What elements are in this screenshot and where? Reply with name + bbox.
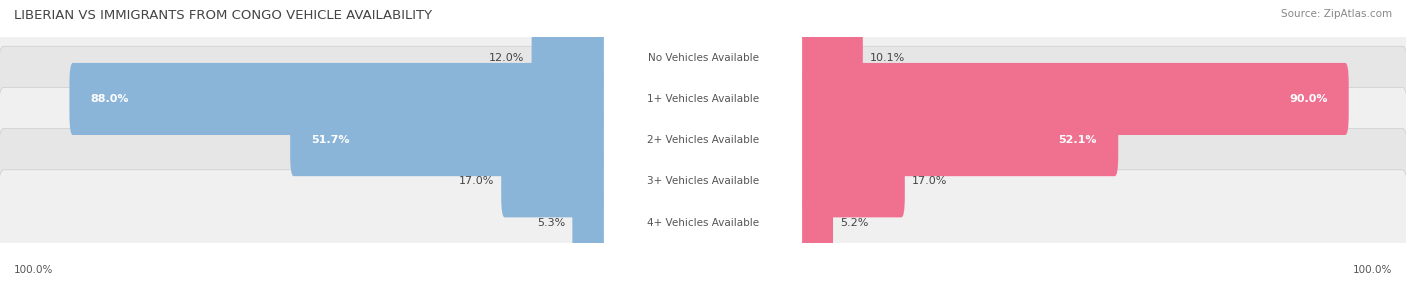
FancyBboxPatch shape <box>794 63 1348 135</box>
FancyBboxPatch shape <box>0 5 1406 110</box>
Text: 88.0%: 88.0% <box>90 94 129 104</box>
FancyBboxPatch shape <box>605 63 801 135</box>
Text: 1+ Vehicles Available: 1+ Vehicles Available <box>647 94 759 104</box>
FancyBboxPatch shape <box>531 22 612 94</box>
FancyBboxPatch shape <box>605 22 801 94</box>
FancyBboxPatch shape <box>290 104 612 176</box>
FancyBboxPatch shape <box>0 46 1406 152</box>
FancyBboxPatch shape <box>0 88 1406 193</box>
FancyBboxPatch shape <box>794 145 905 217</box>
Text: Source: ZipAtlas.com: Source: ZipAtlas.com <box>1281 9 1392 19</box>
Text: 4+ Vehicles Available: 4+ Vehicles Available <box>647 218 759 227</box>
FancyBboxPatch shape <box>605 145 801 217</box>
Text: 90.0%: 90.0% <box>1289 94 1327 104</box>
Text: 100.0%: 100.0% <box>1353 265 1392 275</box>
Text: 52.1%: 52.1% <box>1059 135 1097 145</box>
Text: 100.0%: 100.0% <box>14 265 53 275</box>
Text: 10.1%: 10.1% <box>870 53 905 63</box>
Text: No Vehicles Available: No Vehicles Available <box>648 53 758 63</box>
FancyBboxPatch shape <box>572 186 612 259</box>
Text: 5.3%: 5.3% <box>537 218 565 227</box>
FancyBboxPatch shape <box>0 170 1406 275</box>
Text: 12.0%: 12.0% <box>489 53 524 63</box>
Text: LIBERIAN VS IMMIGRANTS FROM CONGO VEHICLE AVAILABILITY: LIBERIAN VS IMMIGRANTS FROM CONGO VEHICL… <box>14 9 432 21</box>
FancyBboxPatch shape <box>69 63 612 135</box>
Text: 2+ Vehicles Available: 2+ Vehicles Available <box>647 135 759 145</box>
Text: 5.2%: 5.2% <box>839 218 869 227</box>
FancyBboxPatch shape <box>794 104 1118 176</box>
Text: 3+ Vehicles Available: 3+ Vehicles Available <box>647 176 759 186</box>
FancyBboxPatch shape <box>794 22 863 94</box>
FancyBboxPatch shape <box>501 145 612 217</box>
FancyBboxPatch shape <box>0 129 1406 234</box>
FancyBboxPatch shape <box>605 104 801 176</box>
FancyBboxPatch shape <box>605 186 801 259</box>
Text: 17.0%: 17.0% <box>458 176 494 186</box>
Text: 17.0%: 17.0% <box>912 176 948 186</box>
FancyBboxPatch shape <box>794 186 832 259</box>
Text: 51.7%: 51.7% <box>311 135 350 145</box>
